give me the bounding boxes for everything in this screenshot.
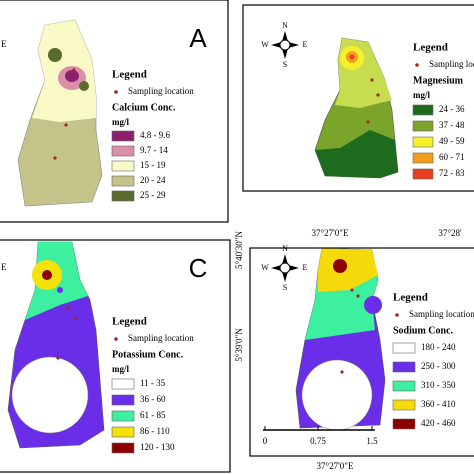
sampling-symbol — [114, 337, 118, 341]
edge-label: E — [1, 39, 7, 49]
legend-title: Legend — [112, 316, 147, 328]
coordinate: 37°27'0"E — [312, 228, 349, 238]
compass-label: W — [261, 263, 269, 272]
scale-label: 1.5 — [366, 436, 378, 446]
legend-heading: Sodium Conc. — [393, 325, 454, 336]
sampling-symbol — [395, 313, 399, 317]
compass-label: N — [282, 21, 288, 30]
map-a — [17, 19, 103, 207]
sampling-label: Sampling location — [429, 59, 474, 69]
legend-swatch — [111, 145, 135, 157]
compass-label: S — [283, 283, 287, 292]
legend-swatch — [392, 418, 416, 430]
coordinate: 5°40'30"N — [234, 231, 244, 269]
compass — [279, 39, 291, 51]
legend-swatch — [111, 410, 135, 422]
legend-swatch — [412, 152, 434, 164]
legend-class: 180 - 240 — [421, 342, 456, 352]
legend-swatch — [111, 160, 135, 172]
frame-a — [0, 0, 229, 223]
legend-swatch — [412, 136, 434, 148]
legend-class: 36 - 60 — [140, 394, 166, 404]
panel-letter: C — [189, 253, 208, 283]
compass-label: N — [282, 244, 288, 253]
legend-title: Legend — [112, 69, 147, 81]
legend-class: 25 - 29 — [140, 190, 166, 200]
panel-letter: A — [189, 23, 207, 53]
map-d — [295, 247, 386, 431]
legend-swatch — [412, 168, 434, 180]
scale-label: 0 — [263, 436, 268, 446]
map-c — [7, 241, 105, 449]
legend-swatch — [111, 378, 135, 390]
frame-d — [249, 247, 474, 457]
legend-class: 20 - 24 — [140, 175, 166, 185]
legend-swatch — [392, 342, 416, 354]
scale-label: 0.75 — [310, 436, 326, 446]
legend-swatch — [412, 104, 434, 116]
legend-class: 360 - 410 — [421, 399, 456, 409]
legend-unit: mg/l — [112, 117, 129, 127]
legend-swatch — [111, 394, 135, 406]
legend-class: 49 - 59 — [439, 136, 465, 146]
legend-class: 15 - 19 — [140, 160, 166, 170]
legend-class: 4.8 - 9.6 — [140, 130, 170, 140]
coordinate: 37°28' — [438, 228, 462, 238]
legend-class: 37 - 48 — [439, 120, 465, 130]
map-b — [314, 37, 399, 179]
legend-class: 120 - 130 — [140, 442, 175, 452]
legend-title: Legend — [413, 42, 448, 54]
legend-heading: Calcium Conc. — [112, 102, 176, 113]
legend-class: 250 - 300 — [421, 361, 456, 371]
legend-swatch — [111, 426, 135, 438]
legend-class: 11 - 35 — [140, 378, 166, 388]
compass — [279, 262, 291, 274]
edge-label: E — [1, 262, 7, 272]
legend-swatch — [111, 442, 135, 454]
compass-label: S — [283, 60, 287, 69]
legend-swatch — [111, 190, 135, 202]
legend-class: 60 - 71 — [439, 152, 465, 162]
sampling-label: Sampling location — [409, 309, 474, 319]
legend-class: 72 - 83 — [439, 168, 465, 178]
compass-label: E — [303, 263, 308, 272]
coordinate: 37°27'0"E — [317, 461, 354, 471]
legend-heading: Magnesium — [413, 75, 464, 86]
legend-swatch — [412, 120, 434, 132]
sampling-symbol — [114, 90, 118, 94]
compass-label: E — [303, 40, 308, 49]
sampling-label: Sampling location — [128, 86, 194, 96]
legend-class: 420 - 460 — [421, 418, 456, 428]
frame-c — [0, 239, 231, 473]
legend-swatch — [111, 175, 135, 187]
legend-class: 310 - 350 — [421, 380, 456, 390]
legend-class: 61 - 85 — [140, 410, 166, 420]
frame-b — [242, 4, 474, 192]
legend-swatch — [392, 380, 416, 392]
legend-class: 9.7 - 14 — [140, 145, 168, 155]
legend-class: 86 - 110 — [140, 426, 170, 436]
legend-heading: Potassium Conc. — [112, 349, 184, 360]
legend-swatch — [392, 399, 416, 411]
legend-swatch — [392, 361, 416, 373]
legend-unit: mg/l — [413, 90, 430, 100]
legend-title: Legend — [393, 292, 428, 304]
legend-class: 24 - 36 — [439, 104, 465, 114]
sampling-symbol — [415, 63, 419, 67]
coordinate: 5°39'0"N — [234, 328, 244, 362]
sampling-label: Sampling location — [128, 333, 194, 343]
legend-swatch — [111, 130, 135, 142]
legend-unit: mg/l — [112, 364, 129, 374]
compass-label: W — [261, 40, 269, 49]
